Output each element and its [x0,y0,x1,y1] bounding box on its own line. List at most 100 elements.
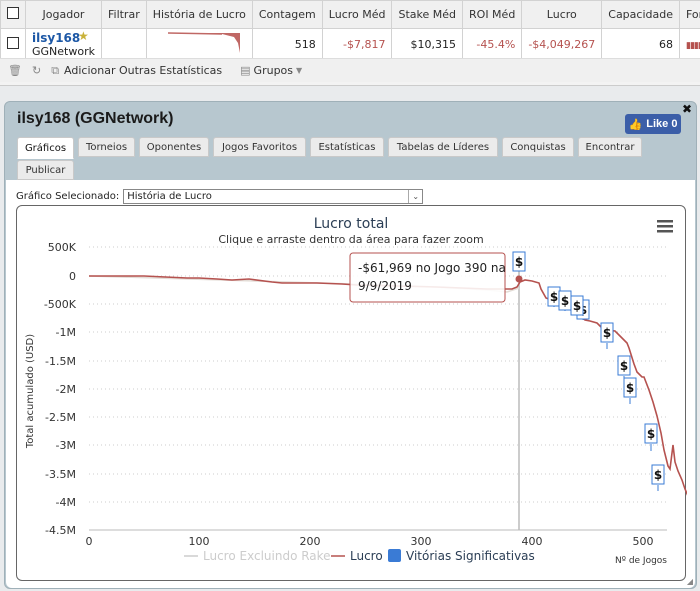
svg-text:$: $ [515,255,523,269]
svg-text:-$61,969 no Jogo 390 na: -$61,969 no Jogo 390 na [358,261,506,275]
svg-text:0: 0 [86,535,93,548]
svg-text:-3M: -3M [56,439,76,452]
tab-conquistas[interactable]: Conquistas [502,137,574,157]
svg-text:Lucro Excluindo Rake: Lucro Excluindo Rake [203,549,331,563]
col-header-avg-stake[interactable]: Stake Méd [391,0,464,29]
tab-oponentes[interactable]: Oponentes [139,137,209,157]
col-header-profit[interactable]: Lucro [521,0,603,29]
legend-item-rake[interactable]: Lucro Excluindo Rake [184,549,331,563]
trash-icon[interactable]: 🗑 [8,64,22,77]
svg-text:$: $ [561,294,569,308]
win-flag-marker: $ [644,423,658,451]
tab-tabelas-de-lideres[interactable]: Tabelas de Líderes [388,137,498,157]
chart-svg: Lucro total Clique e arraste dentro da á… [25,216,687,566]
svg-text:$: $ [654,468,662,482]
svg-text:$: $ [626,381,634,395]
tab-torneios[interactable]: Torneios [78,137,135,157]
win-flag-marker: $ [547,286,561,307]
col-header-profit-history[interactable]: História de Lucro [145,0,253,29]
chart-selector-value: História de Lucro [127,191,212,202]
star-badge-icon: ★ [78,29,89,43]
chart-tooltip: -$61,969 no Jogo 390 na 9/9/2019 [349,252,506,303]
players-grid: Jogador Filtrar História de Lucro Contag… [0,0,700,86]
close-icon[interactable]: ✖ [681,102,692,116]
col-header-filter[interactable]: Filtrar [100,0,147,29]
svg-text:200: 200 [300,535,321,548]
y-axis-title: Total acumulado (USD) [25,334,36,449]
significant-wins-markers[interactable]: $ $ $ $ [512,251,665,491]
svg-text:-2.5M: -2.5M [45,411,76,424]
window-icon: ⧉ [51,63,60,77]
svg-text:$: $ [573,299,581,313]
col-header-player[interactable]: Jogador [25,0,102,29]
row-select-cell[interactable] [0,28,26,61]
svg-text:Lucro: Lucro [350,549,383,563]
win-flag-marker: $ [512,251,526,272]
table-header-row: Jogador Filtrar História de Lucro Contag… [0,0,700,29]
col-header-count[interactable]: Contagem [251,0,323,29]
filter-cell[interactable] [100,28,147,61]
profit-cell: -$4,049,267 [521,28,603,61]
win-flag-marker: $ [623,377,637,404]
svg-text:-3.5M: -3.5M [45,468,76,481]
legend-item-lucro[interactable]: Lucro [331,549,383,563]
refresh-icon[interactable]: ↻ [31,64,42,77]
svg-text:Vitórias Significativas: Vitórias Significativas [406,549,535,563]
x-axis-labels: 0 100 200 300 400 500 [86,535,654,548]
y-axis-labels: 500K 0 -500K -1M -1.5M -2M -2.5M -3M -3.… [44,241,77,537]
svg-text:500: 500 [633,535,654,548]
like-label: Like 0 [646,118,678,130]
tab-publicar[interactable]: Publicar [17,160,74,180]
save-icon: ▤ [240,64,251,77]
resize-handle-icon[interactable]: ◢ [686,577,693,586]
win-flag-marker: $ [651,464,665,491]
col-header-avg-profit[interactable]: Lucro Méd [321,0,393,29]
facebook-like-button[interactable]: 👍 Like 0 [625,114,681,134]
chart-selector-label: Gráfico Selecionado: [16,191,120,202]
panel-content: Gráfico Selecionado: História de Lucro ⌄… [6,180,695,588]
thumbs-up-icon: 👍 [628,118,643,131]
chart-selector-dropdown[interactable]: História de Lucro ⌄ [123,189,424,204]
profit-history-sparkline-cell [145,28,253,61]
player-cell: ilsy168 GGNetwork ★ [25,28,102,61]
win-flag-marker: $ [600,322,614,349]
profit-sparkline [167,32,240,53]
avg-stake-cell: $10,315 [391,28,464,61]
svg-text:$: $ [620,359,628,373]
chart-menu-icon[interactable] [657,220,673,233]
tab-graficos[interactable]: Gráficos [17,137,74,159]
groups-dropdown[interactable]: ▤ Grupos ▼ [240,64,302,77]
svg-text:500K: 500K [48,241,77,254]
add-stats-button[interactable]: ⧉ Adicionar Outras Estatísticas [51,64,222,78]
player-network: GGNetwork [32,44,95,58]
win-flag-marker: $ [570,295,584,316]
col-header-avg-roi[interactable]: ROI Méd [462,0,523,29]
series-lucro[interactable] [89,275,687,505]
svg-text:$: $ [603,326,611,340]
tab-estatisticas[interactable]: Estatísticas [310,137,384,157]
svg-text:-4.5M: -4.5M [45,524,76,537]
tab-jogos-favoritos[interactable]: Jogos Favoritos [213,137,306,157]
select-all-header[interactable] [0,0,26,29]
svg-text:-1M: -1M [56,326,76,339]
chart-selector-row: Gráfico Selecionado: História de Lucro ⌄ [16,189,424,204]
legend-item-vitorias[interactable]: Vitórias Significativas [388,549,535,563]
profit-chart[interactable]: Lucro total Clique e arraste dentro da á… [16,205,687,581]
chevron-down-icon: ⌄ [408,190,422,203]
chart-subtitle: Clique e arraste dentro da área para faz… [218,233,483,246]
select-all-checkbox[interactable] [7,7,19,19]
avg-profit-cell: -$7,817 [321,28,393,61]
row-checkbox[interactable] [7,37,19,49]
players-table: Jogador Filtrar História de Lucro Contag… [0,0,700,61]
col-header-ability[interactable]: Capacidade [601,0,680,29]
col-header-form[interactable]: Form [679,0,700,29]
tab-encontrar[interactable]: Encontrar [578,137,642,157]
player-name-link[interactable]: ilsy168 [32,30,81,45]
add-stats-label: Adicionar Outras Estatísticas [64,64,223,77]
svg-text:100: 100 [189,535,210,548]
gridlines [89,246,667,503]
svg-text:$: $ [647,427,655,441]
count-cell: 518 [251,28,323,61]
svg-text:-500K: -500K [44,298,77,311]
table-row[interactable]: ilsy168 GGNetwork ★ 518 -$7,817 $10,315 … [0,28,700,61]
